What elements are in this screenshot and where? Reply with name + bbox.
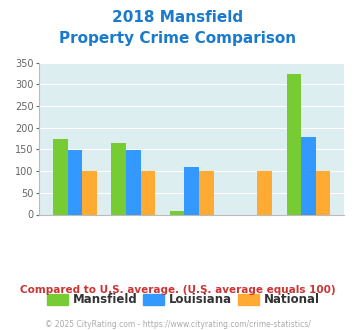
Text: © 2025 CityRating.com - https://www.cityrating.com/crime-statistics/: © 2025 CityRating.com - https://www.city…: [45, 320, 310, 329]
Bar: [111, 143, 126, 214]
Bar: [286, 74, 301, 215]
Bar: [126, 150, 141, 214]
Bar: [170, 211, 184, 214]
Bar: [301, 137, 316, 214]
Bar: [184, 167, 199, 214]
Text: Property Crime Comparison: Property Crime Comparison: [59, 31, 296, 46]
Bar: [67, 150, 82, 214]
Text: 2018 Mansfield: 2018 Mansfield: [112, 10, 243, 25]
Bar: [82, 171, 97, 214]
Legend: Mansfield, Louisiana, National: Mansfield, Louisiana, National: [42, 289, 325, 311]
Bar: [199, 171, 214, 214]
Bar: [257, 171, 272, 214]
Bar: [141, 171, 155, 214]
Text: Compared to U.S. average. (U.S. average equals 100): Compared to U.S. average. (U.S. average …: [20, 285, 335, 295]
Bar: [316, 171, 331, 214]
Bar: [53, 139, 67, 214]
